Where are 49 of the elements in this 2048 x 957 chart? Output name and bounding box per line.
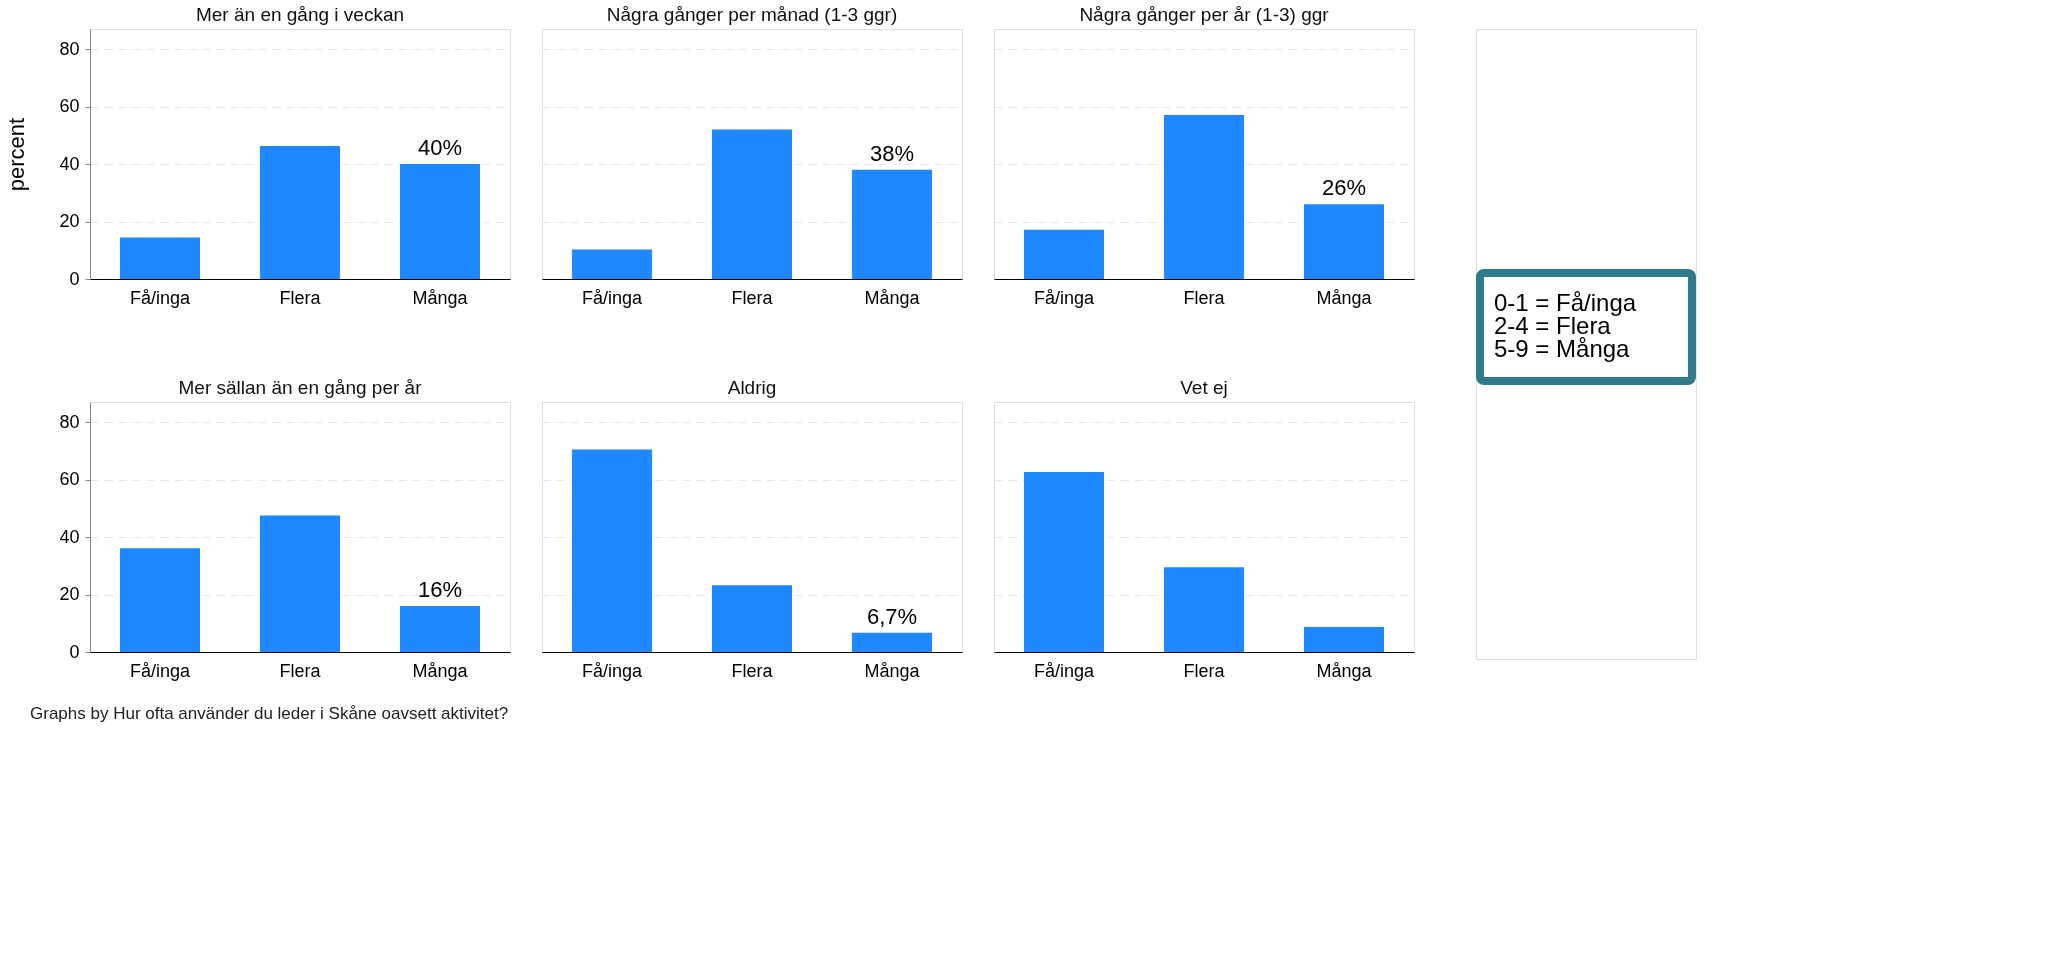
x-tick-label: Få/inga — [129, 287, 191, 308]
y-tick-label: 20 — [59, 584, 80, 605]
x-tick-label: Flera — [731, 287, 774, 308]
data-label: 38% — [869, 140, 915, 166]
y-tick-label: 60 — [59, 96, 80, 117]
data-label: 26% — [1321, 175, 1367, 201]
x-tick-label: Flera — [279, 287, 322, 308]
x-tick-label: Flera — [1183, 287, 1226, 308]
x-tick-label: Många — [1316, 287, 1373, 308]
text: Graphs by Hur ofta använder du leder i Skåne oavsett aktivitet? — [30, 704, 509, 723]
y-tick-label: 40 — [59, 153, 80, 174]
x-tick-label: Få/inga — [581, 287, 643, 308]
bar — [400, 164, 480, 279]
x-tick-label: Få/inga — [581, 660, 643, 681]
y-tick-label: 0 — [69, 268, 80, 289]
bar — [400, 606, 480, 652]
text: 5-9 = Många — [1494, 334, 1631, 362]
x-tick-label: Få/inga — [1033, 660, 1095, 681]
text: 0-1 = Få/inga — [1494, 289, 1637, 317]
bar — [120, 548, 200, 652]
y-tick-label: 20 — [59, 211, 80, 232]
y-axis-title: percent — [4, 117, 30, 192]
x-tick-label: Många — [412, 287, 469, 308]
y-tick-label: 40 — [59, 526, 80, 547]
x-tick-label: Flera — [1183, 660, 1226, 681]
y-tick-label: 60 — [59, 469, 80, 490]
bar — [120, 237, 200, 279]
x-tick-label: Många — [864, 660, 921, 681]
x-tick-label: Få/inga — [129, 660, 191, 681]
chart-title: Aldrig — [727, 377, 777, 398]
x-tick-label: Flera — [731, 660, 774, 681]
data-label: 16% — [417, 577, 463, 603]
x-tick-label: Många — [864, 287, 921, 308]
x-tick-label: Många — [412, 660, 469, 681]
bar — [260, 145, 340, 279]
y-tick-label: 0 — [69, 641, 80, 662]
chart-title: Några gånger per månad (1-3 ggr) — [606, 4, 898, 25]
chart-title: Mer än en gång i veckan — [195, 4, 405, 25]
x-tick-label: Många — [1316, 660, 1373, 681]
data-label: 40% — [417, 135, 463, 161]
chart-title: Mer sällan än en gång per år — [178, 377, 423, 398]
x-tick-label: Flera — [279, 660, 322, 681]
bar — [260, 515, 340, 652]
chart-title: Vet ej — [1180, 377, 1228, 398]
data-label: 6,7% — [866, 603, 918, 629]
y-tick-label: 80 — [59, 411, 80, 432]
y-tick-label: 80 — [59, 38, 80, 59]
x-tick-label: Få/inga — [1033, 287, 1095, 308]
chart-title: Några gånger per år (1-3) ggr — [1079, 4, 1330, 25]
